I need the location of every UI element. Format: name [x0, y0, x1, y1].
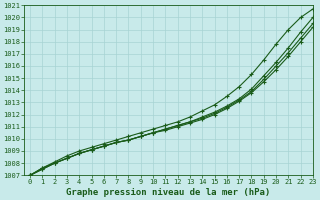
X-axis label: Graphe pression niveau de la mer (hPa): Graphe pression niveau de la mer (hPa) — [66, 188, 271, 197]
